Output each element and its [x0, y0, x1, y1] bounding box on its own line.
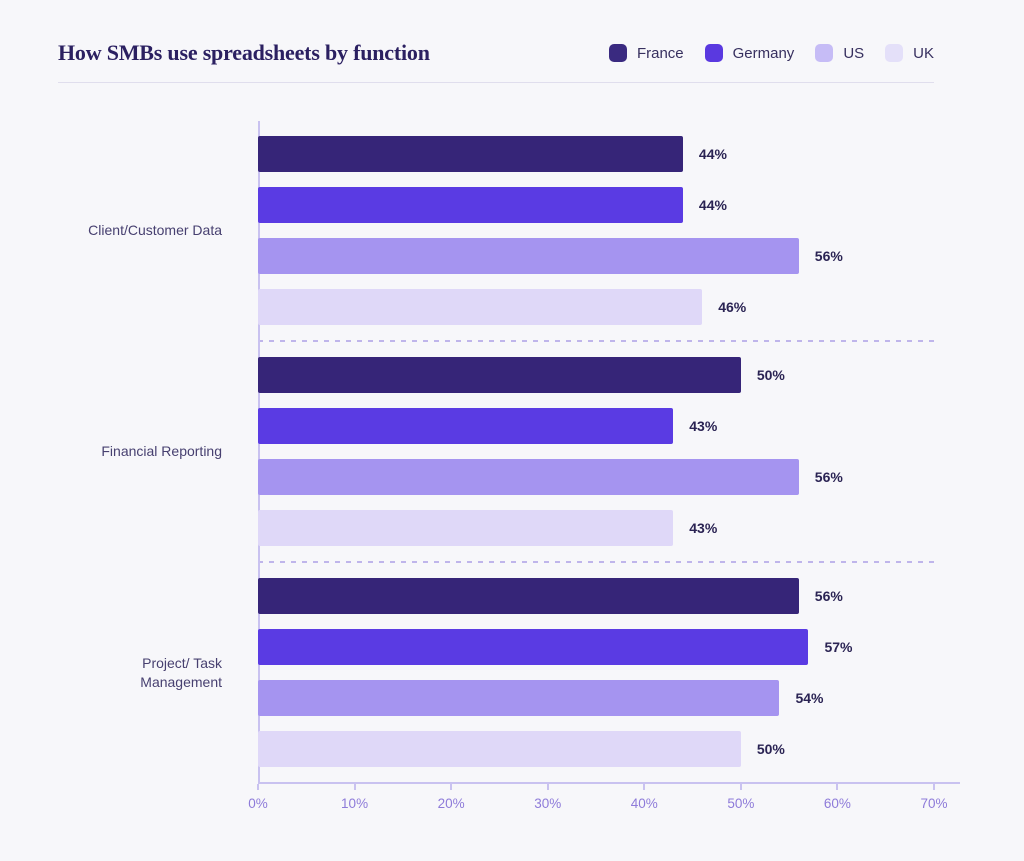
x-tick-label: 30% — [534, 796, 562, 811]
legend-item-germany: Germany — [704, 44, 795, 62]
category-label-col: Project/ Task Management — [58, 563, 258, 782]
category-bars: 44% 44% 56% 46% — [258, 121, 934, 340]
x-tick-label: 10% — [341, 796, 369, 811]
bar-value-label: 44% — [698, 197, 727, 213]
legend-label: France — [636, 44, 684, 62]
bar-row: 44% — [258, 187, 934, 223]
bar-uk — [258, 510, 674, 546]
category-group: Financial Reporting 50% 43% 56% 43% — [58, 342, 934, 561]
x-tick-label: 50% — [727, 796, 755, 811]
bar-row: 50% — [258, 731, 934, 767]
category-label: Client/Customer Data — [88, 222, 222, 239]
bar-value-label: 56% — [814, 588, 843, 604]
legend-swatch-icon — [608, 44, 627, 62]
bar-us — [258, 459, 799, 495]
bar-value-label: 56% — [814, 248, 843, 264]
bar-value-label: 43% — [689, 520, 718, 536]
bar-france — [258, 578, 799, 614]
chart-header: How SMBs use spreadsheets by function Fr… — [58, 40, 934, 66]
x-tick-label: 20% — [437, 796, 465, 811]
bar-value-label: 50% — [756, 367, 785, 383]
y-axis-line — [258, 121, 260, 782]
chart-card: How SMBs use spreadsheets by function Fr… — [58, 40, 960, 828]
bar-value-label: 54% — [795, 690, 824, 706]
bar-france — [258, 136, 683, 172]
bar-row: 43% — [258, 408, 934, 444]
legend-swatch-icon — [885, 44, 904, 62]
legend-label: UK — [913, 44, 934, 62]
x-tick — [933, 784, 935, 790]
bar-row: 44% — [258, 136, 934, 172]
bar-value-label: 50% — [756, 741, 785, 757]
legend-swatch-icon — [815, 44, 834, 62]
x-tick — [643, 784, 646, 790]
x-axis: 0% 10% 20% 30% 40% 50% 60% 70% — [248, 782, 960, 828]
category-bars: 50% 43% 56% 43% — [258, 342, 934, 561]
category-bars: 56% 57% 54% 50% — [258, 563, 934, 782]
bar-row: 56% — [258, 459, 934, 495]
bar-row: 43% — [258, 510, 934, 546]
x-tick — [257, 784, 259, 790]
legend-item-uk: UK — [885, 44, 934, 62]
bar-value-label: 43% — [689, 418, 718, 434]
legend-item-france: France — [608, 44, 684, 62]
header-divider — [58, 82, 934, 83]
legend: France Germany US UK — [608, 44, 934, 62]
legend-label: US — [843, 44, 865, 62]
category-label: Financial Reporting — [101, 443, 222, 460]
x-tick — [836, 784, 839, 790]
category-group: Project/ Task Management 56% 57% 54% 50% — [58, 563, 934, 782]
bar-germany — [258, 408, 674, 444]
bar-row: 54% — [258, 680, 934, 716]
category-label-col: Client/Customer Data — [58, 121, 258, 340]
bar-row: 56% — [258, 238, 934, 274]
x-tick — [739, 784, 742, 790]
x-tick-label: 70% — [920, 796, 948, 811]
legend-swatch-icon — [704, 44, 723, 62]
bar-france — [258, 357, 741, 393]
bar-chart: Client/Customer Data 44% 44% 56% 46% Financia… — [58, 121, 960, 828]
page-title: How SMBs use spreadsheets by function — [58, 40, 430, 65]
bar-germany — [258, 187, 683, 223]
bar-row: 50% — [258, 357, 934, 393]
x-tick-label: 60% — [823, 796, 851, 811]
category-label: Project/ Task Management — [140, 655, 222, 690]
legend-item-us: US — [815, 44, 864, 62]
group-separator — [258, 561, 934, 563]
plot-area: Client/Customer Data 44% 44% 56% 46% Financia… — [58, 121, 934, 782]
x-tick-label: 0% — [248, 796, 268, 811]
bar-uk — [258, 731, 741, 767]
x-tick-label: 40% — [630, 796, 658, 811]
bar-row: 57% — [258, 629, 934, 665]
group-separator — [258, 340, 934, 342]
category-label-col: Financial Reporting — [58, 342, 258, 561]
bar-value-label: 44% — [698, 146, 727, 162]
x-axis-line — [258, 782, 960, 784]
bar-row: 56% — [258, 578, 934, 614]
bar-row: 46% — [258, 289, 934, 325]
category-group: Client/Customer Data 44% 44% 56% 46% — [58, 121, 934, 340]
x-tick — [450, 784, 453, 790]
bar-uk — [258, 289, 703, 325]
x-tick — [546, 784, 549, 790]
bar-us — [258, 238, 799, 274]
bar-value-label: 46% — [718, 299, 747, 315]
bar-us — [258, 680, 780, 716]
x-tick — [353, 784, 356, 790]
bar-value-label: 56% — [814, 469, 843, 485]
legend-label: Germany — [732, 44, 795, 62]
bar-value-label: 57% — [824, 639, 853, 655]
bar-germany — [258, 629, 809, 665]
